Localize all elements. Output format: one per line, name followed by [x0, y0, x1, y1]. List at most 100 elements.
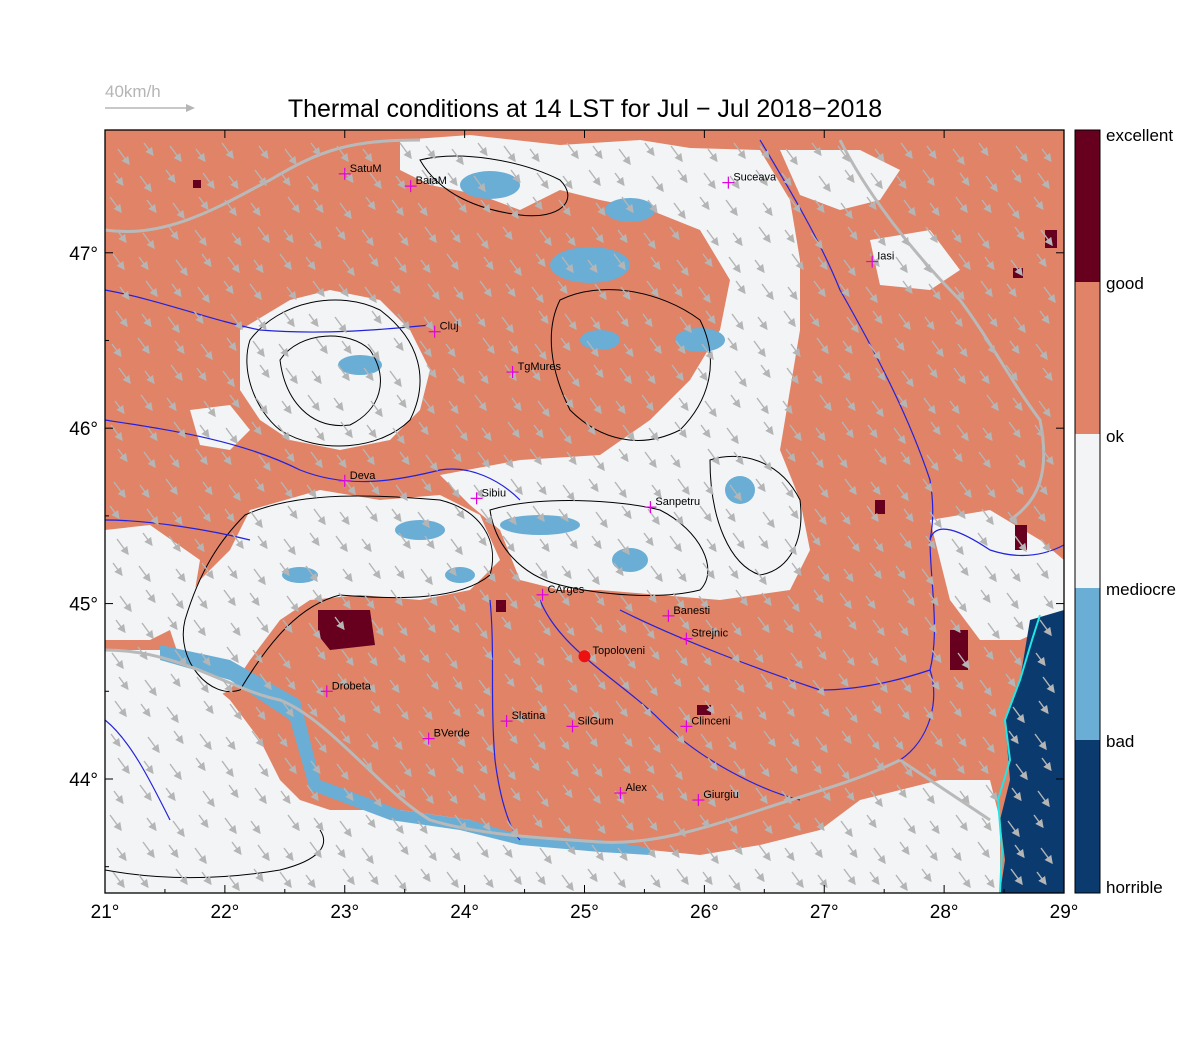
wind-arrow [676, 259, 689, 277]
wind-arrow [309, 532, 320, 547]
wind-arrow [707, 448, 720, 466]
wind-arrow [225, 427, 238, 445]
wind-arrow [896, 175, 907, 190]
wind-arrow [529, 757, 540, 772]
wind-arrow [227, 874, 240, 892]
wind-arrow [501, 316, 514, 334]
wind-arrow [754, 868, 765, 883]
wind-arrow [454, 196, 467, 214]
wind-arrow [312, 589, 323, 604]
wind-arrow [314, 427, 325, 442]
wind-arrow [623, 343, 634, 358]
wind-arrow [734, 370, 747, 388]
wind-arrow [336, 145, 349, 163]
colorbar-label-excellent: excellent [1106, 126, 1173, 145]
wind-arrow [702, 253, 713, 268]
wind-arrow [396, 703, 409, 721]
wind-arrow [343, 787, 354, 802]
black-sea-coastline [996, 614, 1041, 893]
wind-arrow [706, 229, 719, 247]
wind-arrow [475, 313, 486, 328]
city-marker: Drobeta [320, 680, 372, 698]
river-nera [105, 719, 171, 821]
wind-arrow [870, 172, 883, 190]
wind-arrow [753, 340, 766, 358]
wind-arrow [193, 619, 206, 637]
city-marker: SatuM [338, 163, 382, 180]
wind-arrow [169, 145, 182, 163]
wind-arrow [788, 196, 801, 214]
wind-arrow [144, 370, 155, 385]
wind-arrow [532, 196, 543, 211]
wind-arrow [558, 508, 569, 523]
wind-arrow [1034, 733, 1047, 751]
wind-arrow [111, 652, 124, 670]
wind-arrow [312, 280, 325, 298]
wind-arrow [977, 532, 988, 547]
wind-arrow [591, 226, 604, 244]
wind-arrow [175, 568, 186, 583]
colorbar-label-horrible: horrible [1106, 878, 1163, 897]
wind-arrow [844, 478, 857, 496]
wind-arrow [254, 787, 267, 805]
wind-arrow [449, 619, 460, 634]
wind-arrow [110, 424, 123, 442]
wind-arrow [930, 421, 941, 436]
wind-arrow [483, 874, 494, 889]
wind-arrow [699, 814, 710, 829]
wind-arrow [250, 202, 261, 217]
wind-arrow [953, 676, 964, 691]
x-tick-label: 29° [1050, 902, 1079, 923]
wind-arrow [1037, 790, 1050, 808]
wind-arrow [113, 172, 124, 187]
city-marker: Sibiu [470, 487, 506, 505]
wind-arrow [894, 337, 905, 352]
wind-arrow [591, 535, 602, 550]
wind-arrow [257, 226, 270, 244]
wind-arrow [790, 652, 803, 670]
wind-arrow [979, 370, 990, 385]
wind-arrow [251, 421, 262, 436]
wind-arrow [537, 400, 550, 418]
wind-arrow [951, 538, 964, 556]
wind-arrow [756, 397, 769, 415]
wind-arrow [981, 817, 992, 832]
wind-arrow [227, 565, 238, 580]
wind-arrow [306, 784, 319, 802]
wind-arrow [116, 847, 127, 862]
wind-arrow [818, 175, 831, 193]
wind-arrow [392, 736, 403, 751]
wind-arrow [308, 313, 319, 328]
wind-arrow [534, 343, 547, 361]
wind-arrow [809, 313, 820, 328]
wind-arrow [959, 790, 970, 805]
wind-arrow [895, 565, 906, 580]
wind-arrow [363, 676, 376, 694]
wind-arrow [140, 394, 153, 412]
wind-arrow [649, 646, 660, 661]
ok-region-northeast [780, 150, 900, 210]
wind-arrow [422, 706, 433, 721]
wind-arrow [592, 454, 605, 472]
border-south-east [899, 758, 991, 822]
wind-arrow [617, 229, 628, 244]
y-axis-tick-labels: 44° 45° 46° 47° [69, 244, 98, 791]
river-olt [489, 599, 521, 841]
wind-arrow [309, 232, 322, 250]
wind-arrow [480, 817, 491, 832]
wind-arrow [703, 790, 716, 808]
wind-arrow [194, 847, 207, 865]
wind-arrow [924, 616, 937, 634]
wind-arrow [567, 679, 578, 694]
wind-arrow [642, 313, 653, 328]
wind-arrow [589, 706, 600, 721]
wind-arrow [868, 652, 879, 667]
wind-arrow [699, 196, 710, 211]
wind-arrow [342, 868, 355, 886]
ok-region-southwest [105, 650, 1000, 893]
wind-arrow [224, 817, 237, 835]
wind-arrow [532, 814, 543, 829]
wind-arrow [557, 280, 568, 295]
wind-arrow [309, 841, 322, 859]
wind-arrow [139, 784, 152, 802]
